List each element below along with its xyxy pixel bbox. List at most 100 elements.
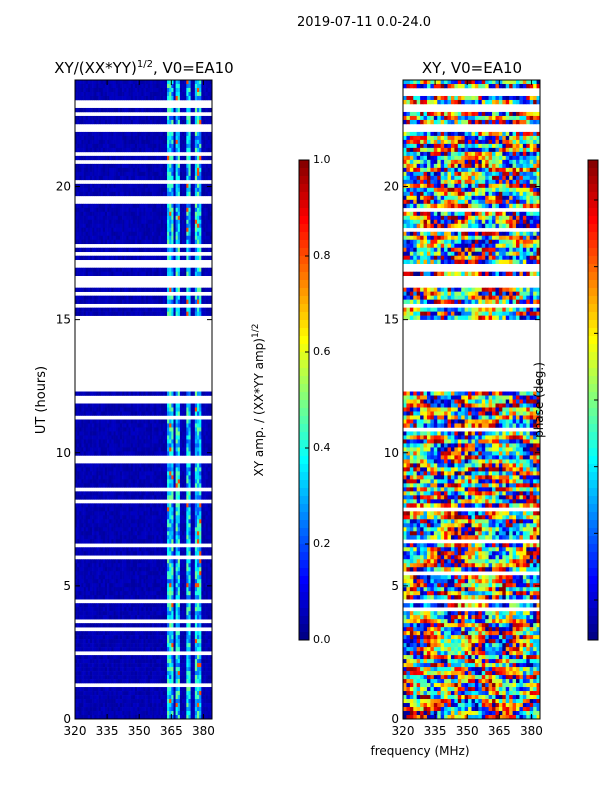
amp-cell bbox=[119, 231, 123, 237]
amp-cell bbox=[158, 91, 161, 97]
amp-cell bbox=[171, 83, 174, 89]
amp-cell bbox=[75, 147, 78, 153]
amp-cell bbox=[87, 475, 91, 480]
amp-cell bbox=[171, 535, 174, 540]
amp-cell bbox=[162, 91, 166, 97]
amp-cell bbox=[115, 519, 119, 524]
amp-cell bbox=[143, 155, 146, 161]
amp-cell bbox=[98, 407, 101, 412]
amp-cell bbox=[147, 463, 151, 468]
amp-cell bbox=[77, 215, 80, 221]
amp-cell bbox=[104, 83, 108, 89]
amp-cell bbox=[102, 299, 106, 304]
amp-cell bbox=[134, 227, 138, 233]
amp-cell bbox=[145, 419, 149, 424]
amp-cell bbox=[177, 207, 181, 213]
amp-cell bbox=[85, 515, 89, 520]
amp-cell bbox=[89, 411, 93, 416]
amp-cell bbox=[104, 575, 108, 580]
amp-cell bbox=[96, 431, 99, 436]
amp-cell bbox=[205, 147, 209, 153]
amp-cell bbox=[100, 567, 104, 572]
amp-cell bbox=[79, 559, 82, 564]
amp-cell bbox=[100, 475, 104, 480]
amp-cell bbox=[145, 559, 149, 564]
amp-cell bbox=[184, 427, 187, 432]
amp-cell bbox=[171, 503, 174, 508]
amp-cell bbox=[190, 203, 194, 209]
amp-cell bbox=[115, 163, 119, 169]
amp-cell bbox=[179, 571, 183, 576]
amp-cell bbox=[177, 467, 181, 472]
amp-cell bbox=[199, 239, 202, 245]
amp-cell bbox=[209, 135, 213, 141]
amp-cell bbox=[179, 80, 183, 85]
amp-cell bbox=[158, 519, 161, 524]
amp-cell bbox=[100, 119, 104, 125]
amp-cell bbox=[117, 483, 121, 488]
amp-cell bbox=[201, 495, 204, 500]
amp-cell bbox=[152, 211, 155, 217]
amp-cell bbox=[158, 475, 161, 480]
amp-cell bbox=[177, 183, 181, 189]
amp-cell bbox=[179, 211, 183, 217]
amp-cell bbox=[201, 535, 204, 540]
amp-cell bbox=[171, 439, 174, 444]
amp-cell bbox=[109, 407, 112, 412]
amp-cell bbox=[182, 227, 185, 233]
amp-cell bbox=[134, 203, 138, 209]
amp-cell bbox=[117, 171, 121, 177]
amp-cell bbox=[94, 231, 97, 237]
amp-cell bbox=[87, 307, 91, 312]
amp-cell bbox=[201, 95, 204, 101]
amp-cell bbox=[167, 507, 170, 512]
amp-cell bbox=[141, 451, 144, 456]
amp-cell bbox=[190, 155, 194, 161]
amp-cell bbox=[115, 203, 119, 209]
amp-cell bbox=[203, 219, 206, 225]
amp-cell bbox=[126, 143, 129, 149]
amp-cell bbox=[160, 479, 164, 484]
amp-cell bbox=[173, 175, 176, 181]
amp-cell bbox=[111, 551, 114, 556]
amp-cell bbox=[113, 511, 116, 516]
amp-cell bbox=[209, 299, 213, 304]
amp-cell bbox=[134, 443, 138, 448]
amp-cell bbox=[107, 515, 110, 520]
amp-cell bbox=[100, 139, 104, 145]
amp-cell bbox=[109, 311, 112, 316]
amp-cell bbox=[205, 223, 209, 229]
amp-cell bbox=[149, 311, 153, 316]
amp-cell bbox=[119, 163, 123, 169]
amp-cell bbox=[102, 135, 106, 141]
amp-cell bbox=[209, 527, 213, 532]
amp-cell bbox=[124, 295, 127, 300]
amp-cell bbox=[194, 411, 198, 416]
amp-cell bbox=[149, 447, 153, 452]
amp-cell bbox=[190, 211, 194, 217]
amp-cell bbox=[199, 471, 202, 476]
amp-cell bbox=[179, 91, 183, 97]
amp-cell bbox=[124, 447, 127, 452]
amp-cell bbox=[175, 255, 179, 261]
amp-cell bbox=[85, 547, 89, 552]
amp-cell bbox=[173, 167, 176, 173]
amp-cell bbox=[197, 147, 200, 153]
amp-cell bbox=[117, 267, 121, 272]
amp-cell bbox=[137, 135, 140, 141]
amp-cell bbox=[197, 299, 200, 304]
amp-cell bbox=[158, 407, 161, 412]
amp-cell bbox=[130, 503, 134, 508]
amp-cell bbox=[182, 207, 185, 213]
amp-cell bbox=[209, 247, 213, 253]
amp-cell bbox=[85, 191, 89, 197]
amp-cell bbox=[85, 135, 89, 141]
amp-cell bbox=[199, 419, 202, 424]
amp-cell bbox=[139, 131, 142, 137]
amp-cell bbox=[147, 479, 151, 484]
amp-cell bbox=[119, 239, 123, 245]
amp-cell bbox=[87, 539, 91, 544]
amp-cell bbox=[205, 479, 209, 484]
amp-cell bbox=[162, 423, 166, 428]
amp-cell bbox=[162, 227, 166, 233]
